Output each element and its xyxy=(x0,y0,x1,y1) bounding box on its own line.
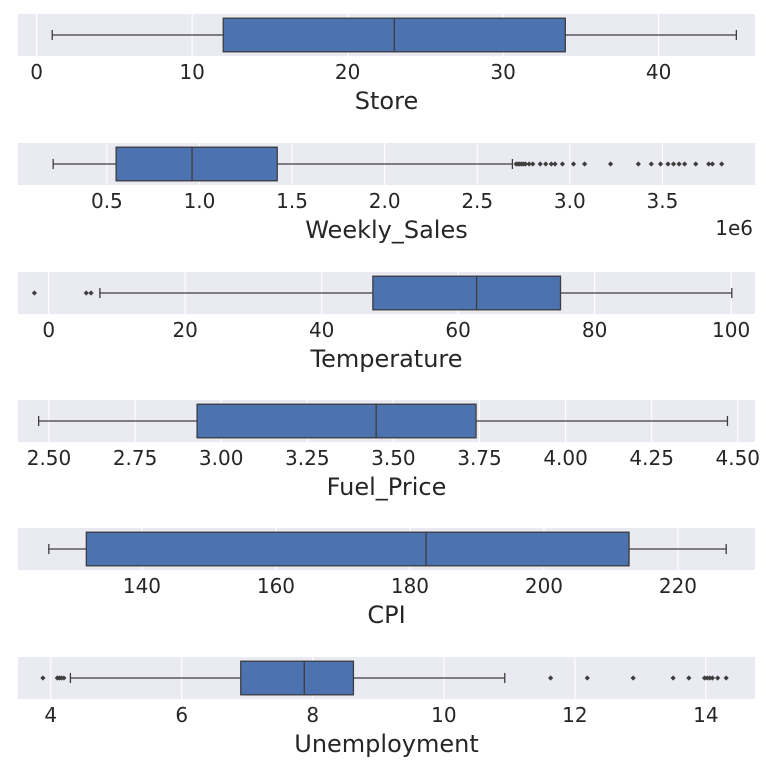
outlier-point xyxy=(522,161,528,167)
axis-label: Unemployment xyxy=(294,730,478,758)
outlier-point xyxy=(676,161,682,167)
panel-fuel-price: 2.50 2.75 3.00 3.25 3.50 3.75 4.00 4.25 4.50 Fuel… xyxy=(18,400,760,501)
tick-label: 4 xyxy=(44,703,57,727)
tick-label: 0 xyxy=(42,318,55,342)
tick-label: 14 xyxy=(693,703,718,727)
panel-store: 0 10 20 30 40 Store xyxy=(18,14,755,115)
tick-label: 4.25 xyxy=(629,446,674,470)
tick-label: 40 xyxy=(309,318,334,342)
tick-label: 30 xyxy=(490,60,515,84)
outlier-point xyxy=(682,161,688,167)
tick-label: 2.5 xyxy=(461,189,493,213)
tick-label: 8 xyxy=(306,703,319,727)
outlier-point xyxy=(40,675,46,681)
tick-label: 3.75 xyxy=(457,446,502,470)
outlier-point xyxy=(584,675,590,681)
outlier-point xyxy=(657,161,664,167)
outlier-point xyxy=(559,161,566,167)
outlier-point xyxy=(701,675,708,681)
outlier-point xyxy=(704,675,710,681)
tick-label: 180 xyxy=(391,574,429,598)
tick-label: 2.75 xyxy=(113,446,158,470)
outlier-point xyxy=(686,675,692,681)
tick-label: 220 xyxy=(659,574,697,598)
outlier-point xyxy=(548,161,554,167)
box xyxy=(240,660,355,696)
outlier-point xyxy=(719,161,725,167)
outlier-point xyxy=(543,161,549,167)
outlier-point xyxy=(537,161,543,167)
tick-label: 2.0 xyxy=(369,189,401,213)
tick-label: 3.50 xyxy=(371,446,416,470)
tick-label: 60 xyxy=(445,318,470,342)
tick-label: 3.25 xyxy=(285,446,330,470)
axis-label: Temperature xyxy=(309,345,462,373)
tick-label: 200 xyxy=(525,574,563,598)
outlier-point xyxy=(31,290,37,296)
panel-temperature: 0 20 40 60 80 100 Temperature xyxy=(18,272,755,373)
panel-cpi: 140 160 180 200 220 CPI xyxy=(18,528,755,629)
tick-label: 10 xyxy=(179,60,204,84)
tick-label: 3.0 xyxy=(554,189,586,213)
panel-unemployment: 4 6 8 10 12 14 Unemployment xyxy=(18,657,755,758)
outlier-point xyxy=(670,161,677,167)
axis-label: Fuel_Price xyxy=(327,473,447,501)
axis-offset-label: 1e6 xyxy=(715,216,753,240)
tick-label: 20 xyxy=(335,60,360,84)
outlier-point xyxy=(706,161,712,167)
tick-label: 0 xyxy=(30,60,43,84)
tick-label: 6 xyxy=(175,703,188,727)
tick-label: 40 xyxy=(646,60,671,84)
outlier-point xyxy=(715,675,721,681)
tick-label: 1.0 xyxy=(184,189,216,213)
outlier-point xyxy=(582,161,588,167)
outlier-point xyxy=(670,675,676,681)
outlier-point xyxy=(83,290,89,296)
tick-label: 3.00 xyxy=(199,446,244,470)
tick-label: 160 xyxy=(257,574,295,598)
outlier-point xyxy=(648,161,654,167)
box xyxy=(372,275,562,311)
tick-label: 2.50 xyxy=(27,446,72,470)
tick-label: 4.00 xyxy=(543,446,588,470)
tick-label: 10 xyxy=(431,703,456,727)
outlier-point xyxy=(530,161,536,167)
tick-label: 140 xyxy=(123,574,161,598)
axis-label: CPI xyxy=(367,601,405,629)
outlier-point xyxy=(552,161,558,167)
box xyxy=(196,403,477,439)
outlier-point xyxy=(58,675,64,681)
outlier-point xyxy=(709,675,716,681)
box xyxy=(115,146,278,182)
tick-label: 4.50 xyxy=(716,446,761,470)
tick-label: 1.5 xyxy=(276,189,308,213)
outlier-point xyxy=(548,675,554,681)
outlier-point xyxy=(88,290,94,296)
outlier-point xyxy=(723,675,729,681)
tick-label: 3.5 xyxy=(647,189,679,213)
tick-label: 100 xyxy=(712,318,750,342)
outlier-point xyxy=(570,161,577,167)
outlier-point xyxy=(61,675,67,681)
outlier-point xyxy=(693,161,699,167)
outlier-point xyxy=(607,161,614,167)
axis-label: Store xyxy=(355,87,418,115)
axis-label: Weekly_Sales xyxy=(305,216,468,244)
outlier-point xyxy=(707,675,713,681)
tick-label: 80 xyxy=(582,318,607,342)
panel-weekly-sales: 0.5 1.0 1.5 2.0 2.5 3.0 3.5 Weekly_Sales 1e6 xyxy=(18,143,755,244)
outlier-point xyxy=(709,161,716,167)
outlier-point xyxy=(630,675,636,681)
tick-label: 0.5 xyxy=(91,189,123,213)
tick-label: 12 xyxy=(562,703,587,727)
outlier-point xyxy=(526,161,532,167)
outlier-point xyxy=(665,161,671,167)
outlier-point xyxy=(635,161,641,167)
tick-label: 20 xyxy=(172,318,197,342)
box xyxy=(85,531,630,567)
